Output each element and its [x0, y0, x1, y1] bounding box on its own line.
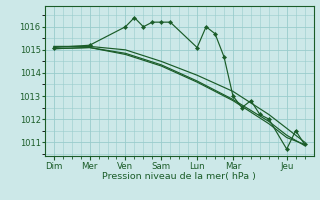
X-axis label: Pression niveau de la mer( hPa ): Pression niveau de la mer( hPa ): [102, 172, 256, 181]
